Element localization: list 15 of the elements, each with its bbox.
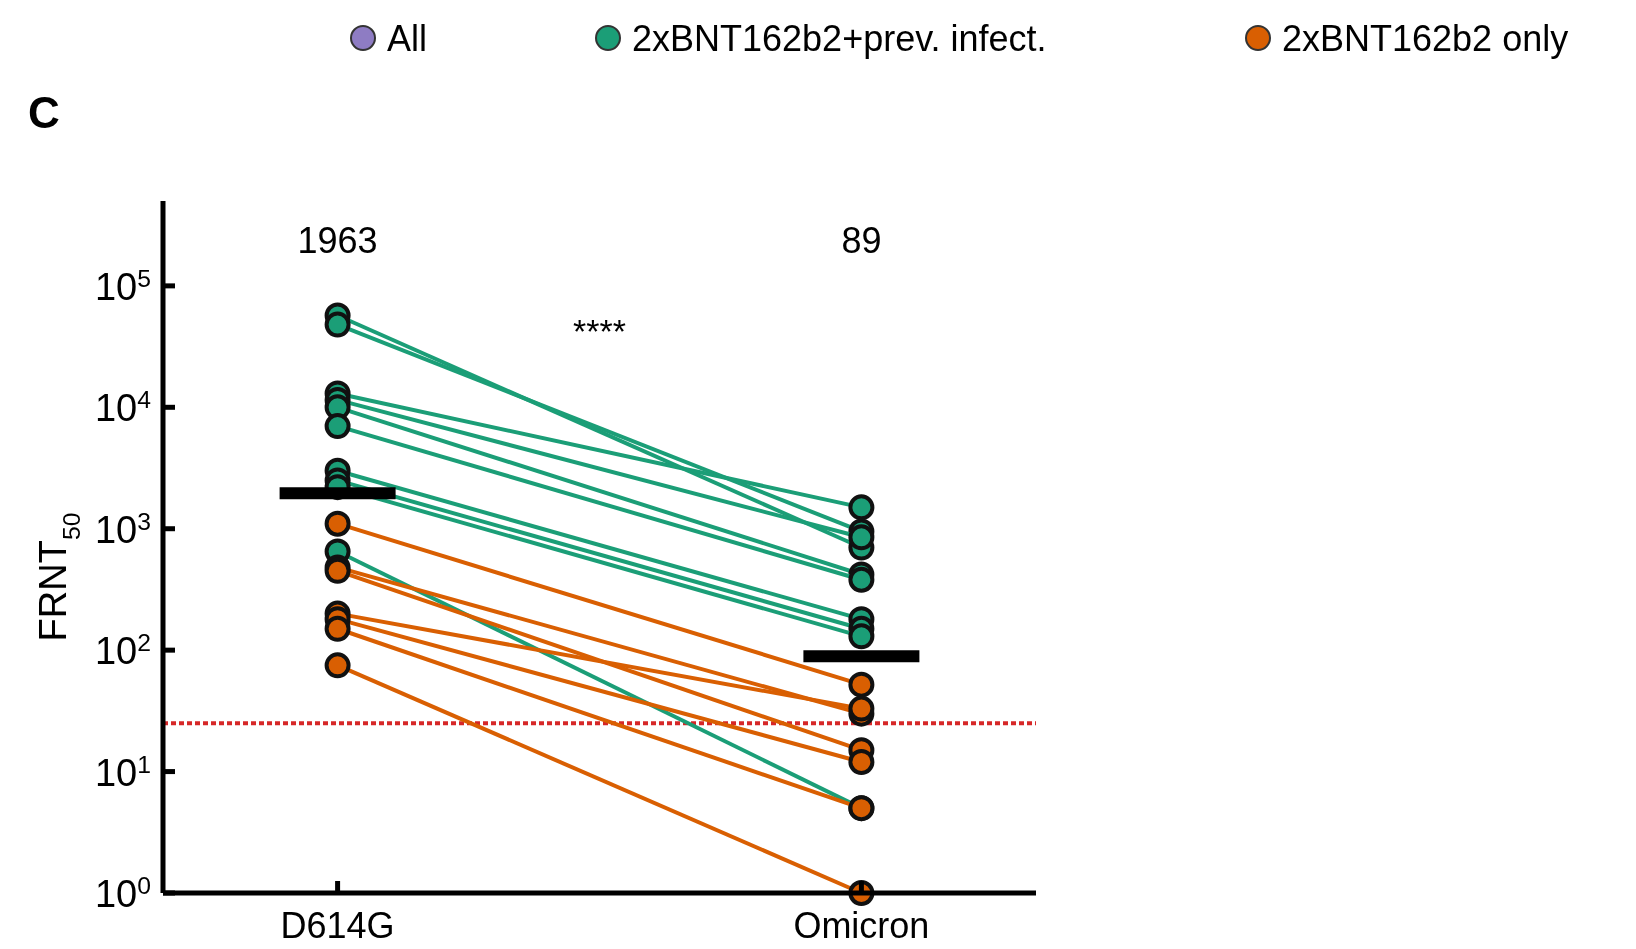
y-tick-label: 10$^{5}$ [94,264,151,308]
annotation: 1963 [297,220,378,261]
y-tick-label: 10$^{1}$ [94,750,151,794]
x-tick-label: D614G [280,905,395,946]
legend-label: 2xBNT162b2 only [1282,18,1569,59]
y-tick-label: 10$^{3}$ [94,507,151,551]
y-tick-label: 10$^{0}$ [94,871,151,915]
legend-label: 2xBNT162b2+prev. infect. [632,18,1047,59]
y-tick-label: 10$^{2}$ [94,628,151,673]
annotation: **** [573,312,626,350]
text: C [28,88,60,137]
y-tick-label: 10$^{4}$ [94,385,151,430]
legend-label: All [387,18,428,59]
annotation: 89 [841,220,882,261]
x-tick-label: Omicron [793,905,930,946]
